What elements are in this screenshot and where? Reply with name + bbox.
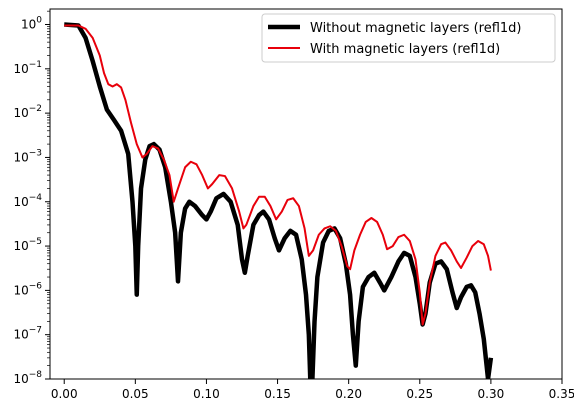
x-tick-label: 0.20 (335, 387, 362, 401)
x-tick-label: 0.25 (406, 387, 433, 401)
x-axis: 0.00 0.05 0.10 0.15 0.20 0.25 0.30 0.35 (51, 379, 574, 401)
legend-label-with-magnetic: With magnetic layers (refl1d) (310, 42, 500, 57)
y-tick-base: 10 (13, 150, 28, 164)
y-tick-label: 10−7 (13, 326, 42, 342)
y-tick-exponent: −3 (29, 148, 42, 158)
legend-label-without-magnetic: Without magnetic layers (refl1d) (310, 21, 521, 36)
y-tick-label: 100 (21, 16, 42, 32)
y-tick-base: 10 (13, 106, 28, 120)
legend: Without magnetic layers (refl1d) With ma… (262, 14, 555, 62)
y-tick-exponent: −1 (29, 60, 42, 70)
y-tick-base: 10 (21, 18, 36, 32)
y-tick-base: 10 (13, 195, 28, 209)
x-tick-label: 0.30 (478, 387, 505, 401)
y-tick-label: 10−5 (13, 237, 42, 253)
x-tick-label: 0.35 (549, 387, 574, 401)
y-tick-exponent: 0 (36, 16, 42, 26)
y-tick-exponent: −8 (29, 370, 43, 380)
y-tick-exponent: −4 (29, 193, 43, 203)
y-tick-label: 10−6 (13, 281, 42, 297)
y-tick-exponent: −5 (29, 237, 42, 247)
y-tick-base: 10 (13, 62, 28, 76)
y-tick-exponent: −6 (29, 281, 43, 291)
x-tick-label: 0.05 (122, 387, 149, 401)
y-tick-label: 10−3 (13, 148, 42, 164)
y-tick-label: 10−1 (13, 60, 42, 76)
y-tick-base: 10 (13, 239, 28, 253)
y-tick-base: 10 (13, 283, 28, 297)
series-line-without-magnetic (64, 25, 491, 379)
y-tick-base: 10 (13, 328, 28, 342)
y-tick-label: 10−4 (13, 193, 42, 209)
x-tick-label: 0.00 (51, 387, 78, 401)
y-tick-label: 10−8 (13, 370, 42, 386)
y-tick-exponent: −2 (29, 104, 42, 114)
y-tick-exponent: −7 (29, 326, 42, 336)
y-tick-base: 10 (13, 372, 28, 386)
series-layer (64, 25, 491, 379)
y-tick-label: 10−2 (13, 104, 42, 120)
x-tick-label: 0.10 (193, 387, 220, 401)
x-tick-label: 0.15 (264, 387, 291, 401)
